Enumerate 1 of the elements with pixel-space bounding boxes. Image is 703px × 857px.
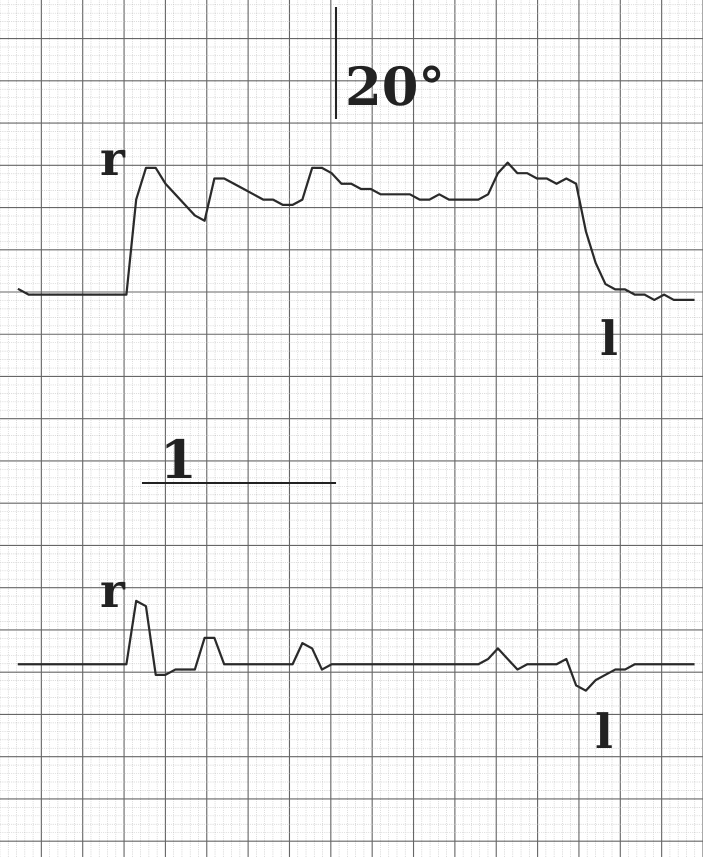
text: l (596, 712, 612, 748)
